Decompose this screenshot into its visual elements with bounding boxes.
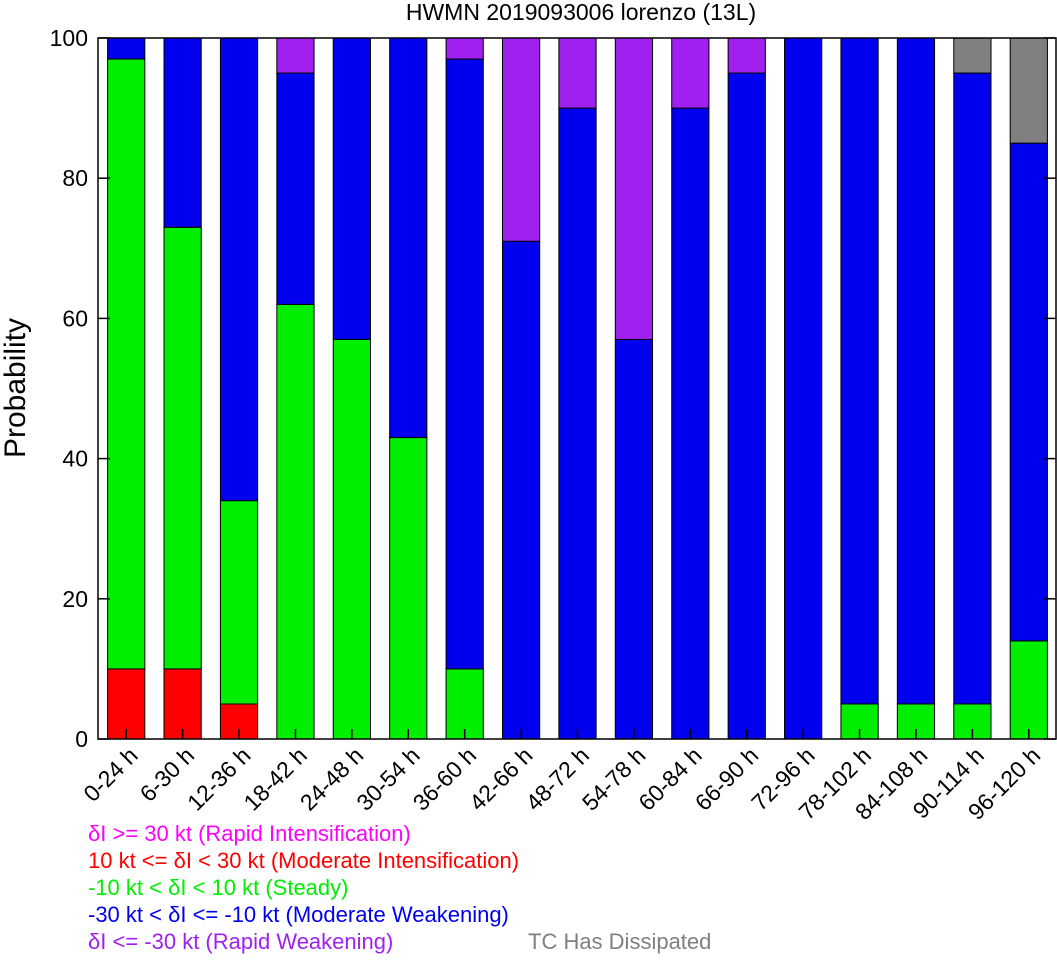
y-tick-labels: 0 20 40 60 80 100 (50, 25, 88, 752)
legend-entry-moderate-weakening: -30 kt < δI <= -10 kt (Moderate Weakenin… (88, 902, 509, 927)
bar-mw-14 (896, 37, 936, 705)
bar-steady-16 (1009, 640, 1048, 740)
legend-entry-rapid-weakening: δI <= -30 kt (Rapid Weakening) (88, 929, 393, 954)
bar-mw-4 (332, 37, 371, 340)
bar-mw-8 (558, 107, 597, 740)
chart-title: HWMN 2019093006 lorenzo (13L) (406, 0, 756, 25)
bar-rw-11 (727, 37, 766, 74)
legend: δI >= 30 kt (Rapid Intensification) 10 k… (88, 821, 711, 954)
bar-mw-2 (219, 37, 259, 502)
bar-steady-0 (107, 58, 146, 670)
y-tick-label-40: 40 (62, 446, 88, 472)
axes-layer (97, 37, 1057, 740)
bar-rw-9 (614, 37, 654, 340)
bars-layer (107, 37, 1048, 740)
bar-mw-5 (389, 37, 428, 439)
y-tick-label-100: 100 (50, 25, 88, 51)
bar-mw-0 (107, 37, 146, 60)
bar-steady-1 (163, 226, 202, 670)
bar-mw-10 (671, 107, 710, 740)
y-tick-label-0: 0 (75, 726, 88, 752)
bar-mi-1 (163, 668, 202, 740)
bar-rw-8 (558, 37, 597, 109)
legend-entry-steady: -10 kt < δI < 10 kt (Steady) (88, 875, 348, 900)
bar-mw-9 (614, 338, 654, 740)
bar-mi-0 (107, 668, 146, 740)
x-tick-labels: 0-24 h6-30 h12-36 h18-42 h24-48 h30-54 h… (78, 742, 1045, 825)
bar-steady-4 (332, 338, 371, 740)
bar-mw-15 (953, 72, 992, 705)
bar-rw-10 (671, 37, 710, 109)
bar-steady-5 (389, 437, 428, 740)
y-tick-label-80: 80 (62, 165, 88, 191)
bar-steady-6 (445, 668, 484, 740)
legend-entry-moderate-intensification: 10 kt <= δI < 30 kt (Moderate Intensific… (88, 848, 519, 873)
bar-dissipated-16 (1009, 37, 1048, 144)
y-tick-label-20: 20 (62, 586, 88, 612)
bar-mw-1 (163, 37, 202, 228)
bar-mw-11 (727, 72, 766, 740)
bar-mw-12 (784, 37, 823, 740)
y-tick-label-60: 60 (62, 305, 88, 331)
bar-mw-3 (276, 72, 315, 305)
bar-rw-3 (276, 37, 315, 74)
bar-steady-2 (219, 500, 259, 705)
y-axis-label: Probability (0, 318, 32, 458)
legend-entry-rapid-intensification: δI >= 30 kt (Rapid Intensification) (88, 821, 411, 846)
bar-mw-13 (840, 37, 879, 705)
bar-steady-3 (276, 303, 315, 740)
bar-rw-7 (501, 37, 541, 242)
bar-rw-6 (445, 37, 484, 60)
bar-mw-7 (501, 240, 541, 740)
bar-mw-6 (445, 58, 484, 670)
bar-dissipated-15 (953, 37, 992, 74)
bar-mw-16 (1009, 142, 1048, 642)
legend-entry-dissipated: TC Has Dissipated (528, 929, 711, 954)
